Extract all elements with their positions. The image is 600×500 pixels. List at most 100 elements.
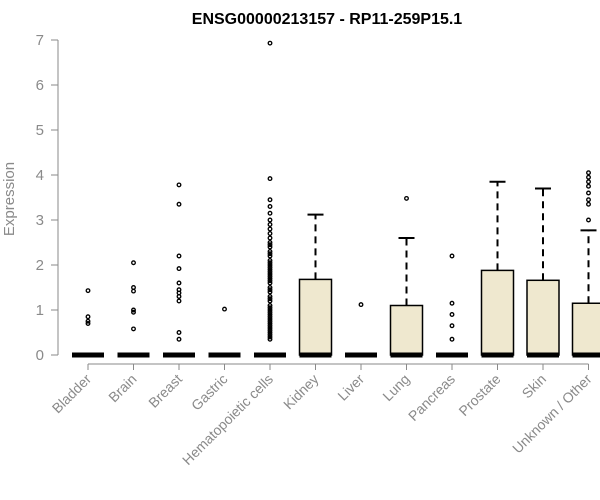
chart-title: ENSG00000213157 - RP11-259P15.1 — [192, 11, 463, 28]
outlier-point — [586, 179, 591, 185]
outlier-point — [267, 273, 273, 279]
outlier-point — [358, 302, 364, 308]
outlier-point — [267, 280, 273, 286]
outlier-point — [267, 267, 273, 272]
outlier-point — [267, 240, 273, 245]
box-group — [436, 253, 468, 358]
outlier-point — [267, 327, 273, 333]
outlier-point — [176, 253, 182, 259]
outlier-point — [267, 244, 273, 250]
x-tick-label: Skin — [519, 371, 550, 402]
outlier-point — [267, 316, 273, 322]
box-group — [571, 170, 600, 358]
outlier-point — [267, 40, 273, 46]
outlier-point — [267, 264, 273, 270]
y-tick-label: 1 — [36, 302, 44, 319]
outlier-point — [267, 287, 273, 293]
outlier-point — [267, 226, 273, 232]
outlier-point — [267, 309, 273, 315]
plot-area — [72, 40, 600, 358]
outlier-point — [85, 318, 91, 324]
outlier-point — [267, 197, 273, 203]
x-tick-label: Unknown / Other — [509, 371, 595, 457]
outlier-point — [267, 289, 273, 295]
outlier-point — [267, 321, 273, 326]
outlier-point — [267, 330, 273, 335]
x-tick-label: Gastric — [188, 371, 231, 414]
box-rect — [526, 279, 560, 356]
box-group — [526, 187, 560, 358]
outlier-point — [176, 298, 182, 304]
y-axis: 0 1 2 3 4 5 6 7 — [36, 32, 59, 364]
y-tick-label: 7 — [36, 32, 44, 49]
outlier-point — [267, 334, 273, 340]
box-group — [389, 195, 424, 358]
outlier-point — [267, 307, 273, 313]
outlier-point — [267, 231, 273, 236]
box-group — [254, 40, 286, 358]
outlier-point — [85, 288, 91, 294]
outlier-point — [267, 303, 273, 308]
outlier-point — [267, 278, 273, 284]
outlier-point — [222, 306, 227, 312]
outlier-point — [131, 288, 136, 294]
outlier-point — [131, 260, 136, 266]
outlier-point — [267, 294, 273, 299]
outlier-point — [449, 323, 455, 329]
x-tick-label: Kidney — [280, 371, 322, 413]
outlier-point — [267, 253, 273, 259]
outlier-point — [131, 309, 136, 315]
outlier-point — [131, 307, 136, 313]
outlier-point — [267, 251, 273, 257]
outlier-point — [267, 242, 273, 248]
outlier-point — [586, 217, 591, 223]
box-group — [298, 213, 333, 358]
x-tick-label: Liver — [334, 371, 367, 404]
y-tick-label: 5 — [36, 122, 44, 139]
outlier-point — [267, 336, 273, 342]
outlier-point — [586, 174, 591, 180]
outlier-point — [586, 190, 591, 196]
outlier-point — [176, 182, 182, 188]
box-group — [480, 180, 515, 358]
outlier-point — [267, 217, 273, 223]
outlier-point — [176, 294, 182, 299]
outlier-point — [85, 314, 91, 320]
outlier-point — [586, 197, 591, 203]
x-tick-label: Breast — [145, 371, 185, 411]
outlier-point — [267, 260, 273, 266]
y-tick-label: 0 — [36, 347, 44, 364]
outlier-point — [267, 318, 273, 324]
outlier-point — [586, 183, 591, 189]
outlier-point — [267, 323, 273, 329]
x-tick-label: Lung — [379, 371, 412, 404]
outlier-point — [267, 312, 273, 317]
outlier-point — [176, 330, 182, 335]
box-group — [208, 306, 241, 358]
outlier-point — [449, 312, 455, 317]
x-tick-label: Hematopoietic cells — [179, 371, 276, 468]
box-group — [72, 288, 104, 358]
outlier-point — [85, 321, 91, 326]
outlier-point — [176, 266, 182, 272]
outlier-point — [267, 276, 273, 281]
outlier-point — [267, 298, 273, 304]
y-tick-label: 6 — [36, 77, 44, 94]
box-rect — [480, 269, 515, 356]
outlier-point — [176, 201, 182, 207]
outlier-point — [267, 222, 273, 227]
outlier-point — [449, 253, 455, 259]
outlier-point — [267, 204, 273, 209]
outlier-point — [267, 325, 273, 331]
outlier-point — [267, 285, 273, 290]
outlier-point — [267, 305, 273, 311]
x-tick-label: Prostate — [455, 371, 503, 419]
box-rect — [389, 304, 424, 356]
box-group — [117, 260, 150, 358]
y-tick-label: 4 — [36, 167, 44, 184]
box-rect — [298, 278, 333, 356]
outlier-point — [267, 296, 273, 302]
box-group — [345, 302, 377, 358]
y-tick-label: 2 — [36, 257, 44, 274]
